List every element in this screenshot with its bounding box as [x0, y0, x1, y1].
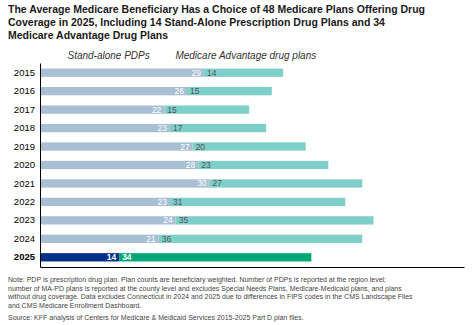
bar	[40, 179, 210, 187]
data-label: 36	[162, 234, 172, 244]
y-tick-label: 2017	[14, 104, 35, 115]
y-axis-line	[40, 64, 41, 268]
chart: The Average Medicare Beneficiary Has a C…	[0, 0, 474, 325]
y-axis: 2015 2016 2017 2018 2019 2020 2021 2022 2023 2024…	[14, 64, 41, 268]
y-tick-label: 2025	[14, 251, 36, 262]
annotation: Source: KFF analysis of Centers for Medi…	[8, 314, 304, 322]
y-tick-label: 2018	[14, 122, 35, 133]
bar	[40, 87, 187, 95]
data-label: 23	[158, 123, 168, 133]
data-label: 14	[107, 252, 117, 262]
annotation: Note: PDP is prescription drug plan. Pla…	[7, 276, 413, 309]
legend-entry: Medicare Advantage drug plans	[175, 50, 316, 61]
bar	[40, 216, 176, 224]
data-label: 23	[201, 160, 211, 170]
data-label: 30	[197, 178, 207, 188]
y-tick-label: 2019	[14, 141, 35, 152]
data-label: 35	[179, 215, 189, 225]
bar	[164, 105, 249, 113]
y-tick: 2023	[14, 214, 35, 225]
data-label: 22	[152, 105, 162, 115]
bar	[40, 105, 164, 113]
title-line: The Average Medicare Beneficiary Has a C…	[8, 3, 425, 15]
bar	[170, 124, 266, 132]
bar	[170, 198, 345, 206]
y-tick: 2016	[14, 85, 35, 96]
data-label: 26	[175, 86, 185, 96]
legend-entry: Stand-alone PDPs	[67, 50, 149, 61]
y-tick: 2019	[14, 141, 35, 152]
legend: Stand-alone PDPs Medicare Advantage drug …	[67, 50, 316, 61]
y-tick: 2017	[14, 104, 35, 115]
data-label: 34	[122, 252, 132, 262]
title-line: Coverage in 2025, Including 14 Stand-Alo…	[8, 16, 385, 28]
data-label: 15	[190, 86, 200, 96]
title: The Average Medicare Beneficiary Has a C…	[8, 3, 425, 41]
bar	[187, 87, 272, 95]
y-tick-label: 2015	[14, 67, 35, 78]
y-tick-label: 2021	[14, 178, 35, 189]
y-tick: 2021	[14, 178, 35, 189]
y-tick: 2024	[14, 233, 35, 244]
bar	[176, 216, 374, 224]
bar	[193, 142, 306, 150]
bar	[210, 179, 363, 187]
y-tick: 2025	[14, 251, 36, 262]
y-tick-label: 2022	[14, 196, 35, 207]
bar	[40, 253, 119, 261]
bar	[159, 235, 363, 243]
annotation-line: Source: KFF analysis of Centers for Medi…	[8, 314, 304, 322]
y-tick-label: 2024	[14, 233, 35, 244]
annotation-line: without drug coverage. Data excludes Con…	[7, 293, 413, 301]
bar	[40, 235, 159, 243]
data-label: 14	[207, 68, 217, 78]
data-label: 20	[196, 142, 206, 152]
bar	[40, 161, 198, 169]
annotation-line: number of MA-PD plans is reported at the…	[8, 285, 402, 293]
data-labels: 2914261522152317272028233027233124352136…	[107, 68, 223, 263]
data-label: 28	[186, 160, 196, 170]
annotation-line: and CMS Medicare Enrollment Dashboard.	[8, 302, 142, 309]
y-tick: 2018	[14, 122, 35, 133]
x-axis-line	[41, 267, 465, 268]
y-tick-label: 2023	[14, 214, 35, 225]
bars	[40, 69, 374, 262]
bar	[40, 198, 170, 206]
data-label: 27	[213, 178, 223, 188]
y-tick-label: 2016	[14, 85, 35, 96]
data-label: 15	[167, 105, 177, 115]
annotation-line: Note: PDP is prescription drug plan. Pla…	[8, 276, 386, 284]
bar	[198, 161, 328, 169]
bar	[40, 142, 193, 150]
bar	[119, 253, 311, 261]
data-label: 17	[173, 123, 183, 133]
y-tick: 2022	[14, 196, 35, 207]
y-tick: 2020	[14, 159, 35, 170]
bar	[40, 124, 170, 132]
data-label: 27	[180, 142, 190, 152]
bar	[40, 69, 204, 77]
x-axis	[41, 267, 465, 268]
data-label: 24	[163, 215, 173, 225]
data-label: 23	[158, 197, 168, 207]
title-line: Medicare Advantage Drug Plans	[8, 29, 168, 41]
data-label: 31	[173, 197, 183, 207]
data-label: 29	[191, 68, 201, 78]
y-tick: 2015	[14, 67, 35, 78]
bar	[204, 69, 283, 77]
data-label: 21	[146, 234, 156, 244]
y-tick-label: 2020	[14, 159, 35, 170]
